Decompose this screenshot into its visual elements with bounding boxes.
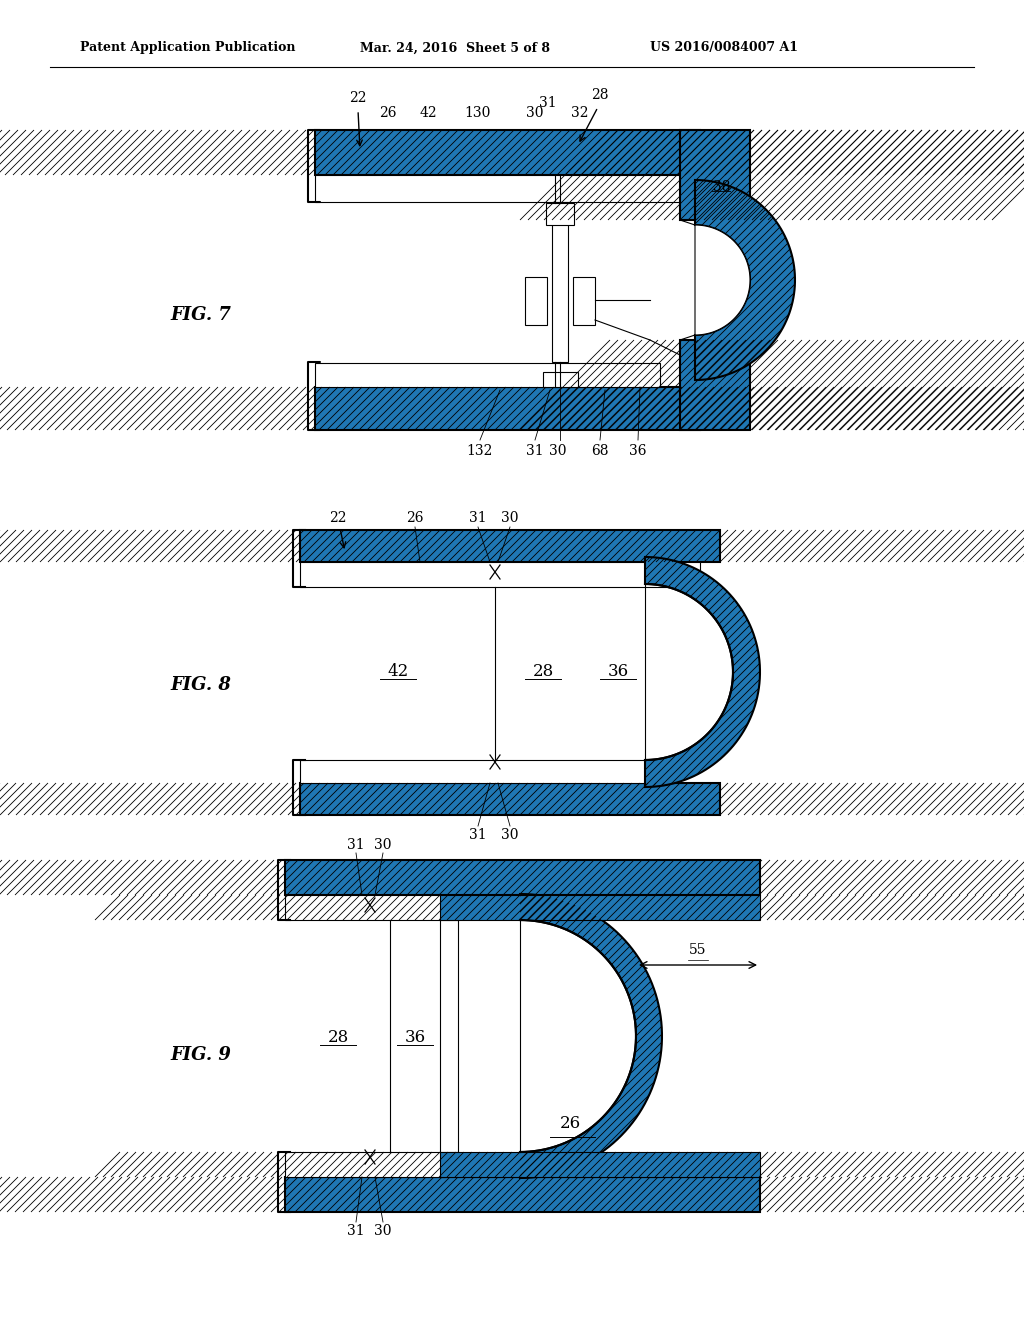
Bar xyxy=(680,129,750,220)
Polygon shape xyxy=(520,894,662,1177)
Bar xyxy=(300,531,720,562)
Text: 31: 31 xyxy=(347,838,365,851)
Bar xyxy=(315,387,700,430)
Bar xyxy=(300,562,700,587)
Bar xyxy=(440,895,760,920)
Bar xyxy=(440,1152,760,1177)
Bar xyxy=(315,129,700,176)
Bar xyxy=(440,1152,760,1177)
Text: 28: 28 xyxy=(532,664,554,681)
Text: 28: 28 xyxy=(591,88,608,102)
Bar xyxy=(680,129,750,220)
Bar xyxy=(440,920,458,1152)
Text: Patent Application Publication: Patent Application Publication xyxy=(80,41,296,54)
Text: FIG. 7: FIG. 7 xyxy=(170,306,230,323)
Text: 30: 30 xyxy=(526,106,544,120)
Bar xyxy=(300,783,720,814)
Text: FIG. 9: FIG. 9 xyxy=(170,1045,230,1064)
Bar xyxy=(285,895,445,920)
Bar xyxy=(440,895,760,920)
Text: 31: 31 xyxy=(526,444,544,458)
Text: 31: 31 xyxy=(540,96,557,110)
Text: 26: 26 xyxy=(407,511,424,525)
Text: 132: 132 xyxy=(467,444,494,458)
Text: 30: 30 xyxy=(502,511,519,525)
Bar xyxy=(300,783,720,814)
Bar xyxy=(285,861,760,895)
Text: 26: 26 xyxy=(559,1115,581,1133)
Text: 30: 30 xyxy=(374,838,392,851)
Text: 130: 130 xyxy=(465,106,492,120)
Polygon shape xyxy=(695,180,795,380)
Text: 38: 38 xyxy=(713,180,730,194)
Bar xyxy=(300,760,650,783)
Bar xyxy=(300,531,720,562)
Text: 22: 22 xyxy=(330,511,347,525)
Text: 32: 32 xyxy=(571,106,589,120)
Text: Mar. 24, 2016  Sheet 5 of 8: Mar. 24, 2016 Sheet 5 of 8 xyxy=(360,41,550,54)
Bar xyxy=(285,1177,760,1212)
Text: 26: 26 xyxy=(379,106,396,120)
Text: 68: 68 xyxy=(591,444,608,458)
Text: FIG. 8: FIG. 8 xyxy=(170,676,230,694)
Text: 28: 28 xyxy=(328,1030,348,1047)
Text: 36: 36 xyxy=(404,1030,426,1047)
Text: US 2016/0084007 A1: US 2016/0084007 A1 xyxy=(650,41,798,54)
Bar xyxy=(525,277,547,325)
Bar xyxy=(546,203,574,224)
Text: 30: 30 xyxy=(374,1224,392,1238)
Bar xyxy=(315,387,700,430)
Text: 36: 36 xyxy=(630,444,647,458)
Text: 36: 36 xyxy=(607,664,629,681)
Text: 31: 31 xyxy=(347,1224,365,1238)
Bar xyxy=(573,277,595,325)
Text: 42: 42 xyxy=(419,106,437,120)
Bar xyxy=(315,363,660,387)
Text: 22: 22 xyxy=(349,91,367,106)
Text: 30: 30 xyxy=(502,828,519,842)
Bar xyxy=(543,372,578,387)
Polygon shape xyxy=(695,224,750,335)
Text: 55: 55 xyxy=(689,942,707,957)
Text: 30: 30 xyxy=(549,444,566,458)
Text: 31: 31 xyxy=(469,828,486,842)
Bar xyxy=(285,1152,445,1177)
Bar xyxy=(315,176,680,202)
Bar xyxy=(680,341,750,430)
Bar xyxy=(285,1177,760,1212)
Text: 31: 31 xyxy=(469,511,486,525)
Text: 42: 42 xyxy=(387,664,409,681)
Bar xyxy=(680,341,750,430)
Bar xyxy=(285,861,760,895)
Polygon shape xyxy=(645,557,760,787)
Bar xyxy=(552,202,568,362)
Bar xyxy=(315,129,700,176)
